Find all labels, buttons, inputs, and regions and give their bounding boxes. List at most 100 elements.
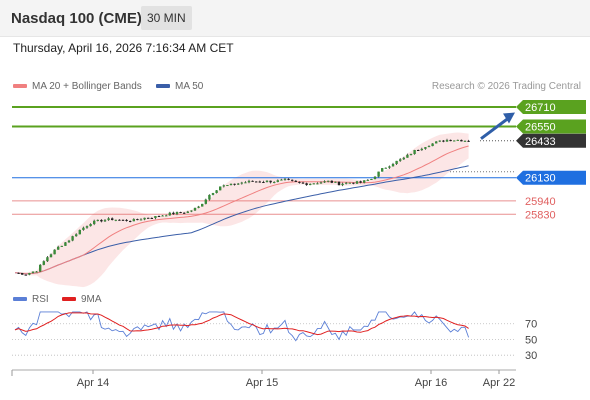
bull-candle [366, 179, 369, 181]
bear-candle [301, 182, 305, 184]
bear-candle [111, 218, 114, 220]
bull-candle [355, 181, 359, 184]
rsi-tick-1: 50 [525, 334, 537, 346]
legend-ma20: MA 20 + Bollinger Bands [13, 81, 142, 92]
bear-candle [291, 179, 294, 181]
bull-candle [316, 183, 319, 185]
bear-candle [125, 219, 128, 221]
bull-candle [82, 227, 85, 230]
bull-candle [197, 206, 200, 208]
bear-candle [467, 140, 470, 142]
bull-candle [424, 147, 427, 149]
bull-candle [107, 218, 110, 221]
bull-candle [75, 234, 78, 237]
timeframe-button[interactable]: 30 MIN [141, 6, 192, 30]
bull-candle [420, 148, 423, 151]
bull-candle [28, 272, 31, 275]
bull-candle [39, 264, 42, 272]
bull-candle [445, 139, 449, 142]
bull-candle [204, 199, 207, 204]
bear-candle [24, 274, 27, 276]
bear-candle [417, 149, 420, 151]
legend-9ma-label: 9MA [81, 294, 102, 305]
legend-rsi: RSI [13, 294, 49, 305]
rsi-swatch [13, 297, 27, 302]
bull-candle [57, 246, 60, 250]
bull-candle [413, 149, 416, 155]
chart-header: Nasdaq 100 (CME) 30 MIN [0, 0, 590, 37]
bull-candle [143, 217, 146, 220]
bull-candle [409, 154, 413, 156]
bear-candle [262, 181, 265, 183]
ma50-swatch [156, 84, 170, 89]
bull-candle [280, 179, 283, 181]
bear-candle [337, 181, 341, 186]
bull-candle [89, 224, 92, 227]
bear-candle [179, 212, 182, 214]
9ma-swatch [62, 297, 76, 302]
bear-candle [287, 178, 290, 180]
bull-candle [373, 176, 377, 179]
bull-candle [341, 183, 344, 186]
legend-rsi-label: RSI [32, 294, 49, 305]
bull-candle [319, 182, 323, 184]
bear-candle [442, 140, 445, 142]
bear-candle [449, 139, 452, 142]
x-label-2: Apr 16 [415, 377, 447, 389]
bull-candle [201, 203, 204, 207]
level-label-3: 26130 [525, 173, 556, 185]
ma20-swatch [13, 84, 27, 89]
rsi-tick-0: 70 [525, 319, 537, 331]
bull-candle [327, 180, 330, 182]
bull-candle [381, 168, 384, 172]
level-label-0: 26710 [525, 102, 556, 114]
forecast-arrow [480, 117, 509, 140]
bull-candle [154, 215, 157, 219]
bull-candle [273, 181, 276, 183]
bull-candle [323, 181, 326, 183]
bull-candle [165, 215, 168, 217]
bear-candle [17, 272, 20, 274]
bull-candle [49, 254, 53, 258]
ma20-line [14, 145, 469, 275]
bear-candle [147, 217, 150, 219]
x-label-3: Apr 22 [483, 377, 515, 389]
bull-candle [395, 160, 398, 164]
bull-candle [363, 180, 366, 183]
level-tag-0 [516, 99, 586, 114]
bull-candle [208, 194, 211, 200]
bull-candle [312, 183, 315, 185]
bull-candle [96, 219, 99, 221]
forecast-arrowhead [503, 112, 515, 124]
bull-candle [334, 181, 337, 183]
bull-candle [377, 171, 380, 177]
bull-candle [399, 159, 402, 161]
bear-candle [121, 219, 125, 221]
bull-candle [60, 245, 63, 247]
x-label-1: Apr 15 [246, 377, 278, 389]
bear-candle [258, 181, 261, 183]
bear-candle [460, 139, 463, 142]
bull-candle [309, 183, 312, 186]
bull-candle [463, 140, 467, 142]
bull-candle [85, 226, 89, 228]
bear-candle [269, 180, 272, 183]
level-label-5: 25830 [525, 209, 556, 221]
bear-candle [100, 219, 103, 222]
bear-candle [305, 183, 308, 186]
bull-candle [406, 154, 409, 158]
bull-candle [161, 215, 164, 217]
bull-candle [435, 141, 438, 144]
bull-candle [226, 185, 229, 187]
legend-9ma: 9MA [62, 294, 102, 305]
bull-candle [219, 186, 222, 191]
bull-candle [276, 180, 279, 182]
bull-candle [229, 183, 233, 186]
bear-candle [251, 180, 254, 182]
bull-candle [431, 143, 434, 147]
rsi-9ma-line [14, 312, 469, 336]
bull-candle [67, 240, 71, 243]
bull-candle [103, 220, 107, 222]
bull-candle [402, 157, 405, 160]
